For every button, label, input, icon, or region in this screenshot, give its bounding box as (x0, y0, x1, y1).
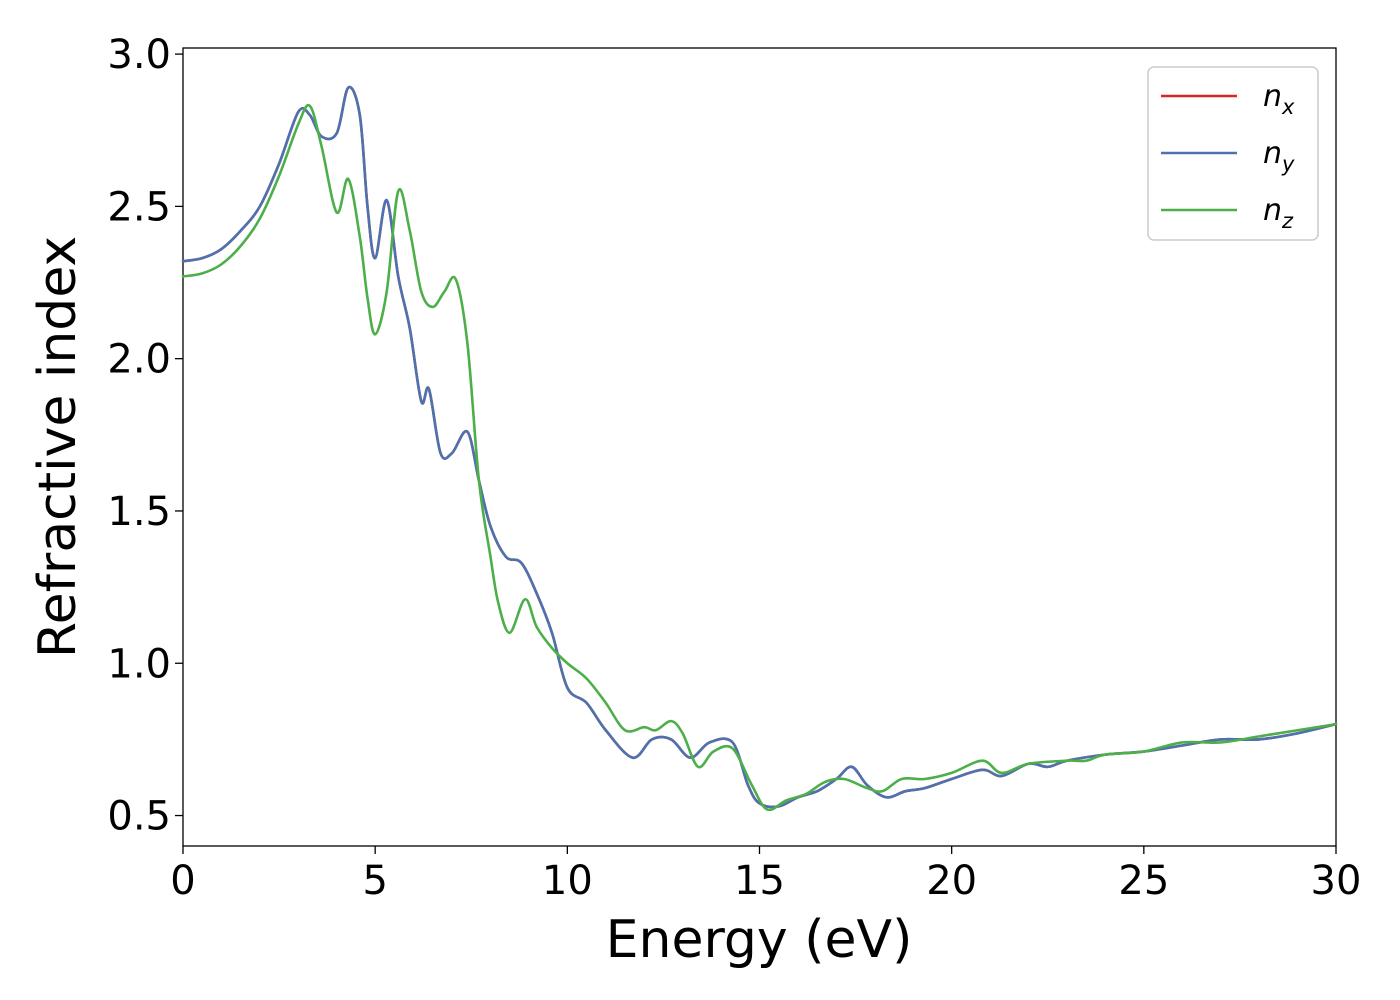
y-tick-label: 1.5 (107, 489, 171, 535)
series-line-nz (181, 103, 1338, 812)
legend-label-nx: nx (1263, 79, 1295, 119)
y-axis-title: Refractive index (28, 236, 88, 658)
x-axis: 0 5 10 15 20 25 30 (170, 846, 1361, 904)
x-axis-title: Energy (eV) (606, 910, 913, 970)
y-tick-label: 1.0 (107, 641, 171, 687)
series-line-ny (181, 85, 1338, 809)
x-tick-label: 10 (542, 858, 593, 904)
y-tick-label: 0.5 (107, 794, 171, 840)
y-tick-label: 2.5 (107, 184, 171, 230)
x-tick-label: 15 (734, 858, 785, 904)
x-tick-label: 5 (362, 858, 387, 904)
legend-label-ny: ny (1263, 136, 1295, 176)
legend: nx ny nz (1147, 66, 1319, 241)
y-axis: 0.5 1.0 1.5 2.0 2.5 3.0 (107, 32, 183, 840)
y-tick-label: 2.0 (107, 337, 171, 383)
series-layer (181, 85, 1338, 812)
x-tick-label: 0 (170, 858, 195, 904)
x-tick-label: 30 (1311, 858, 1362, 904)
x-tick-label: 25 (1118, 858, 1169, 904)
y-tick-label: 3.0 (107, 32, 171, 78)
plot-area (182, 47, 1337, 847)
legend-label-nz: nz (1263, 193, 1294, 233)
x-tick-label: 20 (926, 858, 977, 904)
